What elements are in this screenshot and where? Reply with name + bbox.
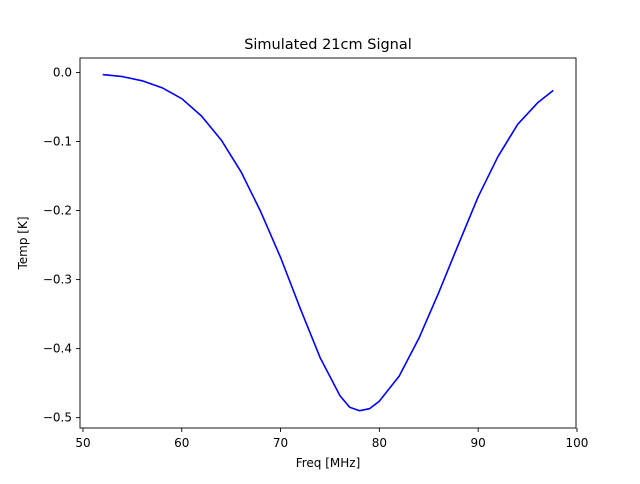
- x-tick-label: 70: [273, 436, 288, 450]
- y-tick-label: −0.3: [43, 273, 72, 287]
- x-axis-label: Freq [MHz]: [296, 456, 361, 470]
- y-tick-label: −0.4: [43, 342, 72, 356]
- x-tick-label: 100: [566, 436, 589, 450]
- x-tick-label: 80: [372, 436, 387, 450]
- chart-title: Simulated 21cm Signal: [244, 37, 412, 53]
- x-axis-ticks: 50 60 70 80 90 100: [75, 428, 588, 450]
- y-axis-label-group: Temp [K]: [16, 216, 30, 270]
- y-tick-label: 0.0: [53, 65, 72, 79]
- y-axis-label: Temp [K]: [16, 216, 30, 270]
- x-tick-label: 90: [471, 436, 486, 450]
- x-tick-label: 50: [75, 436, 90, 450]
- plot-frame: [79, 57, 577, 429]
- y-tick-label: −0.2: [43, 204, 72, 218]
- y-tick-label: −0.1: [43, 135, 72, 149]
- x-tick-label: 60: [174, 436, 189, 450]
- y-tick-label: −0.5: [43, 411, 72, 425]
- series-line: [102, 73, 554, 412]
- y-axis-ticks: 0.0 −0.1 −0.2 −0.3 −0.4 −0.5: [43, 65, 80, 425]
